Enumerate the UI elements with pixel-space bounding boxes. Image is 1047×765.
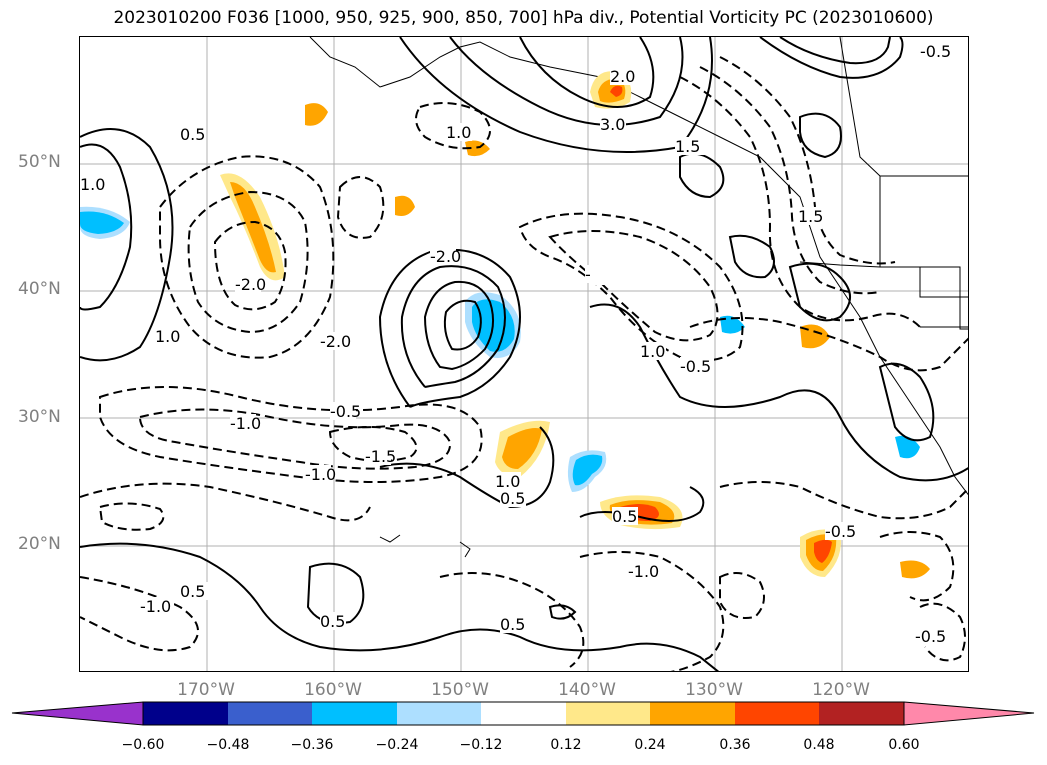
colorbar-tick: 0.24 [634, 737, 666, 753]
lat-label-20n: 20°N [18, 534, 61, 554]
contour-label: 1.0 [446, 123, 471, 142]
colorbar [11, 701, 1035, 726]
contour-label: 1.5 [798, 207, 823, 226]
colorbar-tick: 0.12 [550, 737, 582, 753]
contour-label: 1.0 [640, 342, 665, 361]
contour-label: -1.0 [140, 597, 171, 616]
colorbar-tick: −0.48 [206, 737, 250, 753]
map-canvas: 2.0 3.0 1.0 1.0 0.5 -2.0 -2.0 -2.0 -2.0 … [80, 37, 968, 671]
lon-label-150w: 150°W [431, 680, 489, 700]
colorbar-tick: −0.24 [375, 737, 419, 753]
colorbar-bin [735, 702, 819, 725]
contour-label: 2.0 [610, 67, 635, 86]
map-title: 2023010200 F036 [1000, 950, 925, 900, 85… [113, 8, 934, 28]
colorbar-bin [397, 702, 481, 725]
colorbar-extend-low [11, 701, 144, 726]
contour-label: -1.0 [305, 465, 336, 484]
colorbar-bin [312, 702, 397, 725]
colorbar-tick: 0.36 [719, 737, 751, 753]
contour-label: 0.5 [612, 507, 637, 526]
contour-label: 1.0 [155, 327, 180, 346]
contour-label: -0.5 [915, 627, 946, 646]
colorbar-extend-high [903, 701, 1035, 726]
contour-label: 0.5 [500, 489, 525, 508]
contour-label: -2.0 [235, 275, 266, 294]
lon-label-120w: 120°W [812, 680, 870, 700]
colorbar-bin [566, 702, 650, 725]
colorbar-tick: 0.60 [888, 737, 920, 753]
colorbar-bin [143, 702, 228, 725]
graticule [80, 37, 968, 671]
contour-label: -0.5 [680, 357, 711, 376]
colorbar-tick: −0.12 [459, 737, 503, 753]
map-panel: 2.0 3.0 1.0 1.0 0.5 -2.0 -2.0 -2.0 -2.0 … [79, 36, 969, 672]
contour-label: -0.5 [920, 42, 951, 61]
contour-label: 3.0 [600, 115, 625, 134]
contour-label: 1.0 [80, 175, 105, 194]
contour-label: 0.5 [180, 582, 205, 601]
lat-label-30n: 30°N [18, 407, 61, 427]
contour-label: 0.5 [500, 615, 525, 634]
contour-label: -0.5 [825, 522, 856, 541]
colorbar-bin [228, 702, 312, 725]
contour-label: 1.5 [675, 137, 700, 156]
lon-label-130w: 130°W [685, 680, 743, 700]
colorbar-tick: −0.60 [121, 737, 165, 753]
colorbar-bin [650, 702, 735, 725]
contour-label: 1.0 [495, 472, 520, 491]
pv-fill-layer [80, 71, 930, 579]
contour-label: -1.0 [628, 562, 659, 581]
contour-label: 0.5 [320, 612, 345, 631]
contour-label: -2.0 [320, 332, 351, 351]
dashed-contours [80, 56, 968, 671]
colorbar-tick: −0.36 [290, 737, 334, 753]
lat-label-40n: 40°N [18, 279, 61, 299]
colorbar-bin [481, 702, 566, 725]
contour-label: -1.0 [230, 414, 261, 433]
contour-label: -2.0 [430, 247, 461, 266]
contour-label: 0.5 [180, 125, 205, 144]
contour-label: -1.5 [365, 447, 396, 466]
contour-labels: 2.0 3.0 1.0 1.0 0.5 -2.0 -2.0 -2.0 -2.0 … [80, 42, 951, 646]
lon-label-160w: 160°W [304, 680, 362, 700]
colorbar-tick: 0.48 [803, 737, 835, 753]
lon-label-170w: 170°W [177, 680, 235, 700]
solid-contours [80, 37, 968, 671]
lon-label-140w: 140°W [558, 680, 616, 700]
contour-label: -0.5 [330, 402, 361, 421]
colorbar-bin [819, 702, 904, 725]
lat-label-50n: 50°N [18, 152, 61, 172]
